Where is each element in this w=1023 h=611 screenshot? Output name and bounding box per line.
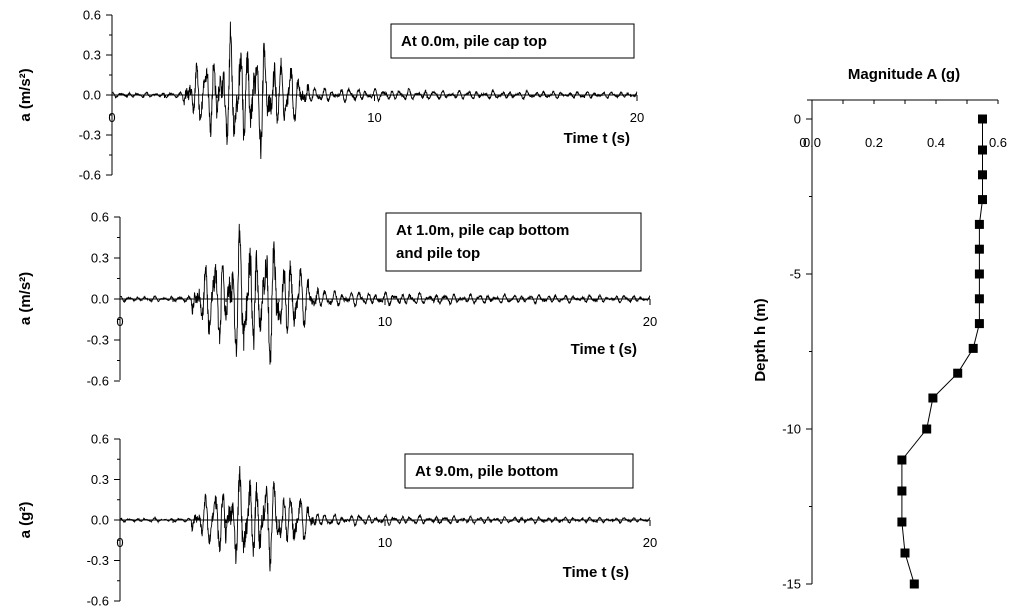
x-tick-label: 0.2: [865, 135, 883, 150]
x-axis-label: Time t (s): [571, 341, 637, 358]
x-tick-label: 20: [643, 535, 657, 550]
data-point: [978, 195, 987, 205]
data-point: [897, 486, 907, 496]
x-tick-label: 0: [799, 135, 806, 150]
y-tick-label: -5: [789, 267, 801, 282]
x-tick-label: 0.4: [927, 135, 945, 150]
y-tick-label: 0.3: [91, 472, 109, 487]
annotation-text: and pile top: [396, 245, 480, 262]
accel-panel-2: 0.6 0.3 0.0 -0.3 -0.6 0 10 20 At 1.0m, pile cap …: [17, 210, 657, 389]
annotation-text: At 0.0m, pile cap top: [401, 33, 547, 50]
y-tick-label: 0.3: [91, 251, 109, 266]
y-tick-label: 0.6: [91, 210, 109, 225]
y-tick-label: -0.3: [87, 553, 109, 568]
data-point: [968, 343, 978, 353]
x-tick-label: 0: [116, 535, 123, 550]
data-point: [909, 579, 919, 589]
x-tick-label: 20: [643, 314, 657, 329]
annotation-box: [390, 23, 635, 59]
y-axis-label: a (g²): [17, 502, 34, 539]
annotation-box: [404, 453, 634, 489]
annotation-text: At 1.0m, pile cap bottom: [396, 222, 569, 239]
data-point: [974, 219, 984, 229]
data-point: [897, 517, 907, 527]
accel-panel-1: 0.6 0.3 0.0 -0.3 -0.6 0 10 20 At 0.0m, pile cap …: [17, 8, 644, 183]
data-point: [953, 368, 963, 378]
data-point: [974, 294, 984, 304]
data-point: [978, 114, 987, 124]
y-tick-label: -0.6: [87, 374, 109, 389]
y-axis-label: Depth h (m): [752, 298, 769, 381]
data-point: [922, 424, 932, 434]
data-point: [978, 170, 987, 180]
x-tick-label: 0: [108, 110, 115, 125]
y-tick-label: 0.3: [83, 48, 101, 63]
data-point: [928, 393, 938, 403]
x-tick-label: 0: [116, 314, 123, 329]
x-tick-label: 10: [378, 314, 392, 329]
x-axis-label: Time t (s): [563, 564, 629, 581]
y-tick-label: -0.3: [79, 128, 101, 143]
data-point: [974, 269, 984, 279]
y-tick-label: 0.6: [83, 8, 101, 23]
y-tick-label: 0: [794, 112, 801, 127]
y-axis-label: a (m/s²): [17, 272, 34, 325]
x-tick-label: 10: [367, 110, 381, 125]
chart-title: Magnitude A (g): [848, 66, 960, 83]
y-tick-label: -0.6: [87, 594, 109, 609]
x-tick-label: 20: [630, 110, 644, 125]
annotation-text: At 9.0m, pile bottom: [415, 463, 558, 480]
y-tick-label: 0.0: [91, 292, 109, 307]
y-tick-label: 0.6: [91, 432, 109, 447]
y-axis-label: a (m/s²): [17, 68, 34, 121]
accel-panel-3: 0.6 0.3 0.0 -0.3 -0.6 0 10 20 At 9.0m, pile bott…: [17, 432, 657, 609]
y-tick-label: -10: [782, 422, 801, 437]
x-axis-label: Time t (s): [564, 130, 630, 147]
y-tick-label: 0.0: [83, 88, 101, 103]
data-point: [978, 145, 987, 155]
y-tick-label: -15: [782, 577, 801, 592]
y-tick-label: 0.0: [91, 513, 109, 528]
y-tick-label: -0.6: [79, 168, 101, 183]
acceleration-trace: [119, 465, 651, 572]
x-tick-label: 10: [378, 535, 392, 550]
y-tick-label: -0.3: [87, 333, 109, 348]
annotation-box: [385, 212, 642, 272]
acceleration-trace: [119, 223, 651, 365]
data-point: [900, 548, 910, 558]
data-point: [974, 319, 984, 329]
data-point: [974, 244, 984, 254]
x-tick-label: 0.6: [989, 135, 1007, 150]
data-point: [897, 455, 907, 465]
acceleration-trace: [111, 21, 638, 160]
